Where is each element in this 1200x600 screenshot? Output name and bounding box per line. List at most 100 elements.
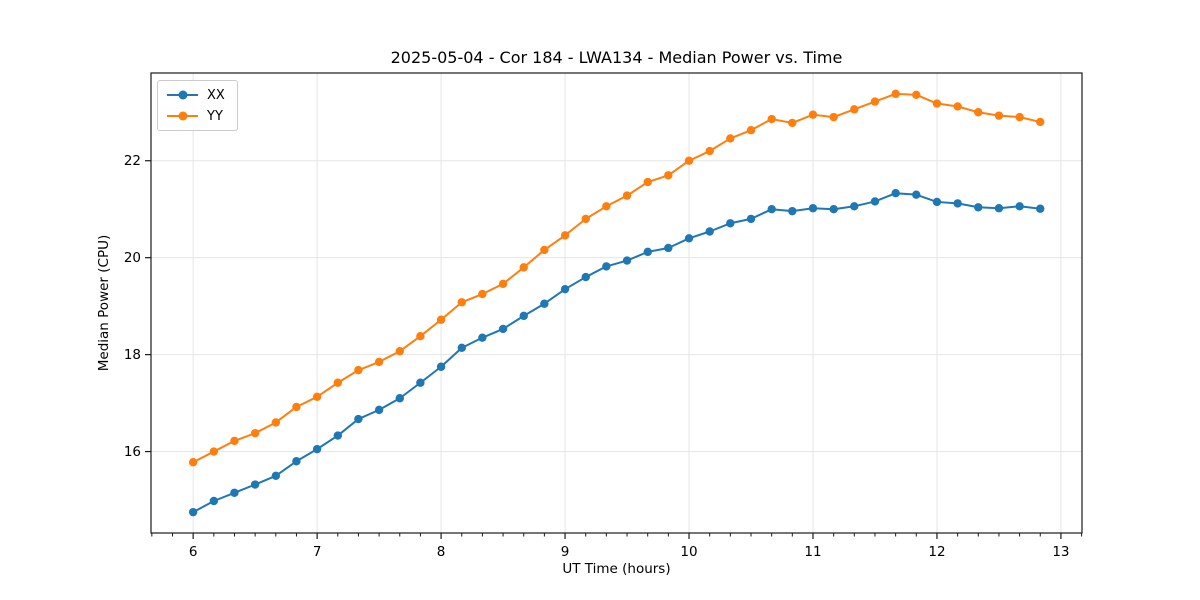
x-tick-label: 12 bbox=[928, 544, 945, 560]
x-tick-label: 10 bbox=[680, 544, 697, 560]
y-tick-label: 16 bbox=[124, 444, 141, 460]
data-point-xx bbox=[333, 431, 343, 440]
data-point-xx bbox=[622, 256, 632, 265]
data-point-xx bbox=[953, 199, 962, 208]
y-tick-label: 22 bbox=[124, 153, 141, 169]
data-point-yy bbox=[602, 202, 611, 211]
data-point-yy bbox=[788, 118, 797, 128]
data-point-yy bbox=[271, 418, 281, 427]
data-point-xx bbox=[788, 206, 797, 216]
data-point-xx bbox=[974, 203, 983, 212]
data-point-xx bbox=[870, 197, 880, 206]
data-point-yy bbox=[581, 214, 590, 224]
data-point-xx bbox=[271, 471, 281, 481]
data-point-xx bbox=[602, 262, 611, 271]
data-point-xx bbox=[643, 247, 652, 257]
data-point-xx bbox=[540, 299, 549, 308]
data-point-yy bbox=[767, 114, 776, 124]
y-tick-label: 18 bbox=[124, 347, 141, 363]
data-point-yy bbox=[436, 315, 446, 324]
data-point-yy bbox=[1036, 117, 1045, 127]
data-point-yy bbox=[870, 97, 880, 106]
data-point-yy bbox=[850, 105, 859, 114]
y-tick-label: 20 bbox=[124, 250, 141, 266]
data-point-xx bbox=[767, 205, 776, 214]
data-point-xx bbox=[374, 405, 384, 415]
data-point-yy bbox=[333, 378, 343, 387]
data-point-xx bbox=[519, 311, 528, 321]
data-point-yy bbox=[622, 191, 632, 200]
x-tick-label: 7 bbox=[313, 544, 322, 560]
data-point-yy bbox=[953, 102, 962, 111]
legend-marker-xx-icon bbox=[178, 90, 187, 100]
data-point-yy bbox=[478, 289, 487, 299]
data-point-xx bbox=[932, 197, 942, 207]
x-tick-label: 6 bbox=[189, 544, 198, 560]
data-point-yy bbox=[684, 156, 694, 165]
data-point-xx bbox=[209, 496, 219, 506]
data-point-yy bbox=[188, 458, 198, 467]
data-point-yy bbox=[395, 347, 405, 356]
legend-line-yy-icon bbox=[167, 111, 198, 121]
series-line-yy bbox=[192, 92, 1041, 464]
data-point-yy bbox=[974, 108, 983, 117]
data-point-yy bbox=[932, 99, 942, 108]
y-axis-label: Median Power (CPU) bbox=[96, 234, 112, 372]
data-point-yy bbox=[540, 245, 549, 255]
data-point-xx bbox=[829, 205, 838, 214]
data-point-xx bbox=[560, 284, 570, 294]
legend-item-xx: XX bbox=[167, 87, 225, 103]
data-point-yy bbox=[829, 112, 838, 122]
data-point-yy bbox=[1015, 112, 1024, 122]
data-point-yy bbox=[643, 177, 652, 187]
series-line-xx bbox=[192, 192, 1041, 514]
legend-label-xx: XX bbox=[207, 87, 225, 103]
data-point-xx bbox=[891, 189, 900, 198]
data-point-yy bbox=[726, 134, 735, 143]
data-point-xx bbox=[436, 362, 446, 371]
chart-title: 2025-05-04 - Cor 184 - LWA134 - Median P… bbox=[390, 48, 843, 67]
data-point-xx bbox=[808, 204, 818, 213]
data-point-xx bbox=[912, 190, 921, 199]
data-point-xx bbox=[746, 214, 756, 224]
data-point-yy bbox=[519, 263, 528, 272]
data-point-yy bbox=[250, 428, 260, 438]
x-axis-label: UT Time (hours) bbox=[562, 561, 671, 577]
data-point-yy bbox=[705, 146, 714, 156]
data-point-xx bbox=[457, 343, 466, 353]
data-point-yy bbox=[292, 402, 301, 412]
legend-marker-yy-icon bbox=[178, 111, 187, 121]
data-point-yy bbox=[498, 279, 508, 289]
data-point-xx bbox=[684, 234, 694, 243]
data-point-yy bbox=[912, 90, 921, 100]
data-point-xx bbox=[292, 457, 301, 466]
legend-label-yy: YY bbox=[207, 108, 223, 124]
x-tick-label: 9 bbox=[561, 544, 570, 560]
data-point-yy bbox=[416, 332, 425, 341]
data-point-yy bbox=[891, 89, 900, 99]
legend-line-xx-icon bbox=[167, 90, 198, 100]
data-point-xx bbox=[250, 480, 260, 489]
legend: XX YY bbox=[157, 80, 238, 131]
data-point-xx bbox=[312, 444, 322, 454]
data-point-xx bbox=[230, 488, 239, 497]
data-point-yy bbox=[664, 171, 673, 180]
data-point-xx bbox=[705, 227, 714, 236]
x-tick-label: 8 bbox=[437, 544, 446, 560]
x-tick-label: 11 bbox=[804, 544, 821, 560]
data-point-xx bbox=[354, 414, 363, 424]
data-point-yy bbox=[457, 298, 466, 307]
data-point-yy bbox=[354, 365, 363, 375]
data-point-xx bbox=[188, 507, 198, 517]
data-point-yy bbox=[209, 447, 219, 456]
data-point-yy bbox=[374, 357, 384, 367]
x-tick-label: 13 bbox=[1052, 544, 1069, 560]
data-point-yy bbox=[230, 436, 239, 446]
data-point-xx bbox=[416, 378, 425, 387]
data-point-xx bbox=[664, 243, 673, 253]
data-point-yy bbox=[312, 392, 322, 401]
data-point-xx bbox=[395, 394, 405, 403]
data-point-yy bbox=[746, 125, 756, 135]
